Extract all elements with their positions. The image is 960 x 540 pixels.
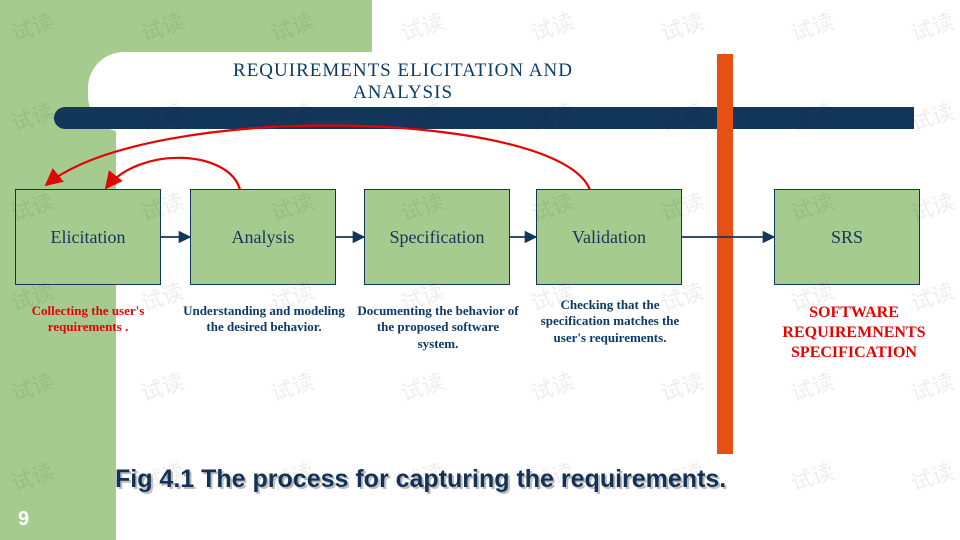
slide-number: 9 (18, 508, 29, 531)
slide: REQUIREMENTS ELICITATION AND ANALYSIS El… (0, 0, 960, 540)
watermark: 试读 (136, 364, 188, 408)
watermark: 试读 (786, 364, 838, 408)
watermark: 试读 (906, 4, 958, 48)
watermark: 试读 (786, 454, 838, 498)
process-desc-2: Documenting the behavior of the proposed… (356, 303, 520, 352)
watermark: 试读 (906, 364, 958, 408)
watermark: 试读 (266, 364, 318, 408)
watermark: 试读 (396, 364, 448, 408)
watermark: 试读 (786, 94, 838, 138)
watermark: 试读 (656, 364, 708, 408)
watermark: 试读 (906, 94, 958, 138)
watermark: 试读 (396, 4, 448, 48)
watermark: 试读 (656, 4, 708, 48)
slide-title: REQUIREMENTS ELICITATION AND ANALYSIS (188, 60, 618, 104)
watermark: 试读 (786, 4, 838, 48)
vertical-bar (717, 54, 733, 454)
process-desc-1: Understanding and modeling the desired b… (180, 303, 348, 336)
watermark: 试读 (906, 454, 958, 498)
watermark: 试读 (526, 364, 578, 408)
watermark: 试读 (526, 4, 578, 48)
